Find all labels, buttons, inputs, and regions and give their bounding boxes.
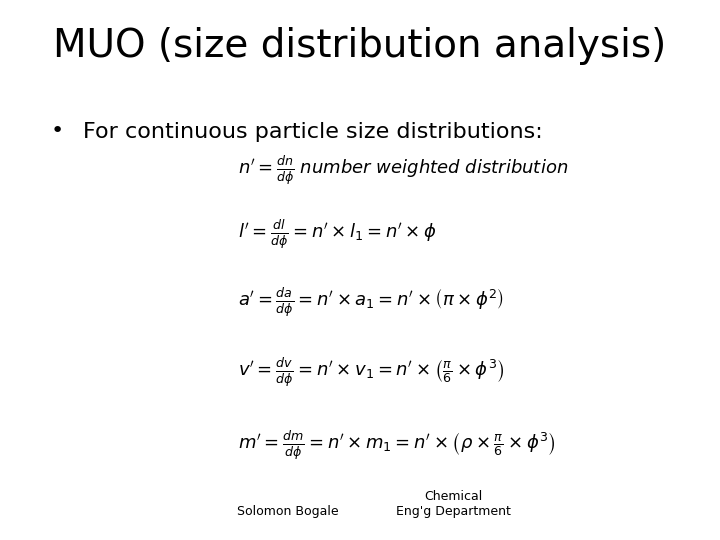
Text: •: • <box>50 122 63 141</box>
Text: $l' = \frac{dl}{d\phi} = n' \times l_1 = n' \times \phi$: $l' = \frac{dl}{d\phi} = n' \times l_1 =… <box>238 219 436 251</box>
Text: Chemical
Eng'g Department: Chemical Eng'g Department <box>396 490 511 518</box>
Text: $m' = \frac{dm}{d\phi} = n' \times m_1 = n' \times \left(\rho \times \frac{\pi}{: $m' = \frac{dm}{d\phi} = n' \times m_1 =… <box>238 429 556 462</box>
Text: Solomon Bogale: Solomon Bogale <box>237 505 339 518</box>
Text: $n' = \frac{dn}{d\phi} \; \mathit{number\ weighted\ distribution}$: $n' = \frac{dn}{d\phi} \; \mathit{number… <box>238 154 568 186</box>
Text: For continuous particle size distributions:: For continuous particle size distributio… <box>83 122 543 141</box>
Text: MUO (size distribution analysis): MUO (size distribution analysis) <box>53 27 667 65</box>
Text: $a' = \frac{da}{d\phi} = n' \times a_1 = n' \times \left(\pi \times \phi^2\right: $a' = \frac{da}{d\phi} = n' \times a_1 =… <box>238 286 503 319</box>
Text: $v' = \frac{dv}{d\phi} = n' \times v_1 = n' \times \left(\frac{\pi}{6} \times \p: $v' = \frac{dv}{d\phi} = n' \times v_1 =… <box>238 356 504 389</box>
